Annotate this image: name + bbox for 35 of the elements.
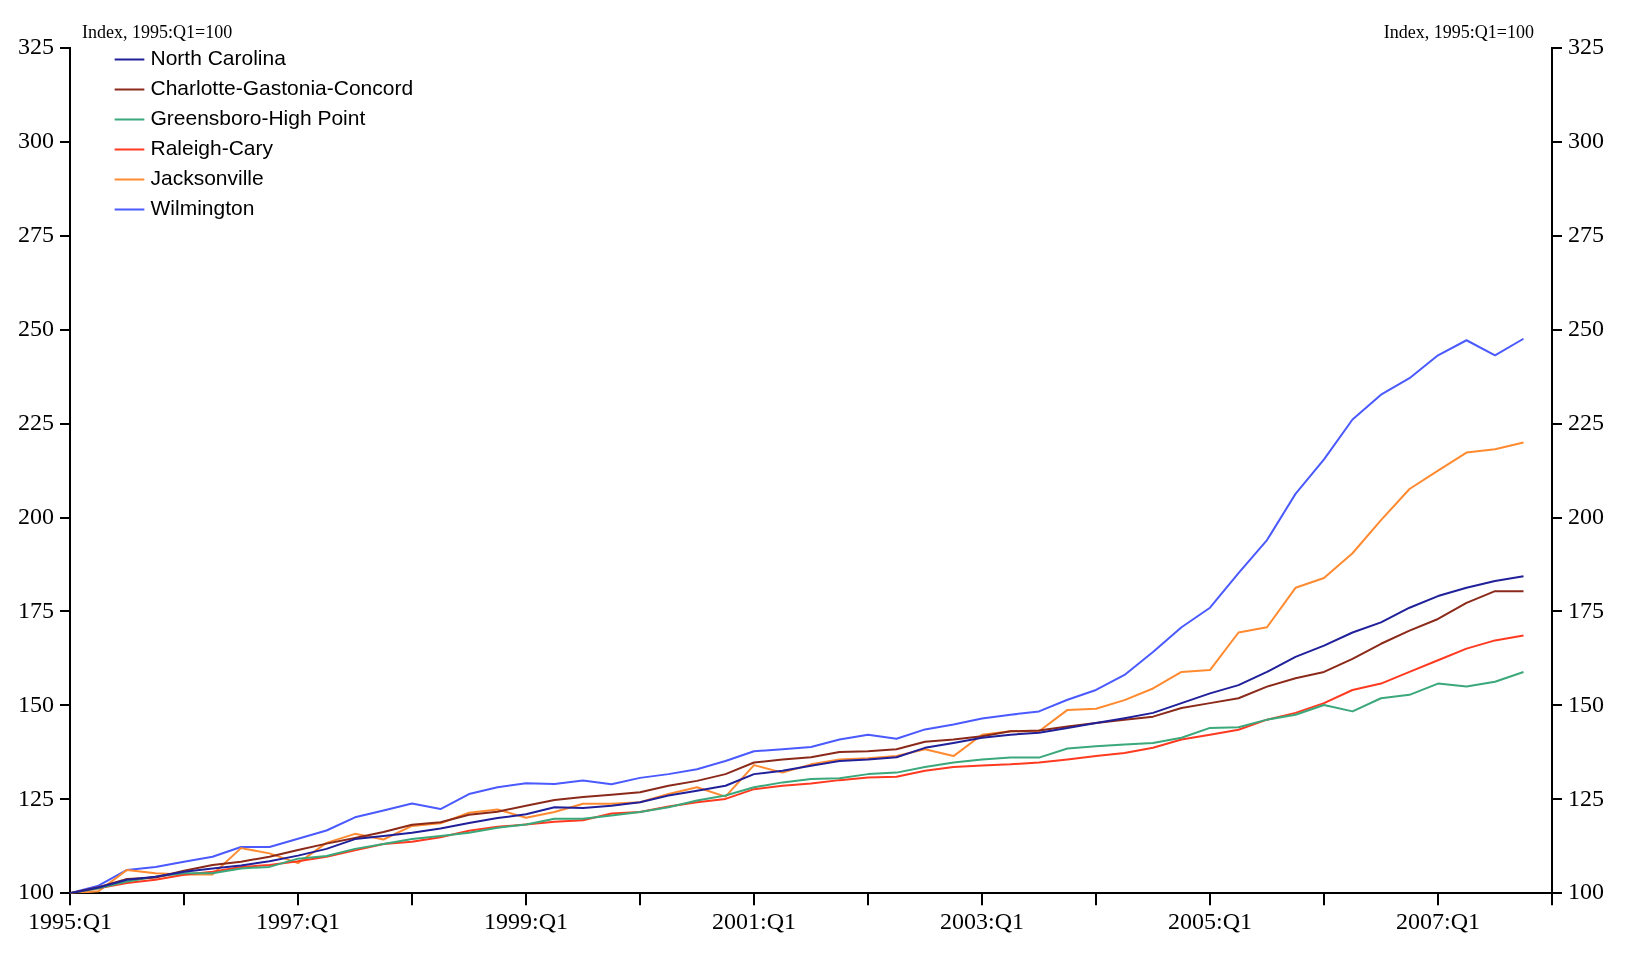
y-axis-title: Index, 1995:Q1=100 <box>82 21 233 42</box>
y2-tick-label: 175 <box>1568 596 1604 623</box>
y-tick-label: 275 <box>18 221 54 248</box>
legend-label: Jacksonville <box>150 166 264 190</box>
y-tick-label: 200 <box>18 502 54 529</box>
y-tick-label: 125 <box>18 784 54 811</box>
y2-tick-label: 250 <box>1568 315 1604 342</box>
x-tick-label: 2007:Q1 <box>1396 907 1480 934</box>
y2-tick-label: 200 <box>1568 502 1604 529</box>
y-tick-label: 150 <box>18 690 54 717</box>
y2-tick-label: 100 <box>1568 878 1604 905</box>
x-tick-label: 2005:Q1 <box>1168 907 1252 934</box>
y-tick-label: 300 <box>18 127 54 154</box>
y-tick-label: 325 <box>18 33 54 60</box>
legend-label: Greensboro-High Point <box>150 106 366 130</box>
y2-tick-label: 125 <box>1568 784 1604 811</box>
legend-label: North Carolina <box>150 46 287 70</box>
y2-tick-label: 300 <box>1568 127 1604 154</box>
y-tick-label: 100 <box>18 878 54 905</box>
y2-axis-title: Index, 1995:Q1=100 <box>1383 21 1534 42</box>
x-tick-label: 1997:Q1 <box>256 907 340 934</box>
x-tick-label: 2003:Q1 <box>940 907 1024 934</box>
x-tick-label: 1995:Q1 <box>28 907 112 934</box>
y2-tick-label: 150 <box>1568 690 1604 717</box>
y-tick-label: 225 <box>18 408 54 435</box>
y-tick-label: 175 <box>18 596 54 623</box>
legend-label: Raleigh-Cary <box>150 136 274 160</box>
x-tick-label: 1999:Q1 <box>484 907 568 934</box>
x-tick-label: 2001:Q1 <box>712 907 796 934</box>
y2-tick-label: 275 <box>1568 221 1604 248</box>
y2-tick-label: 325 <box>1568 33 1604 60</box>
y-tick-label: 250 <box>18 315 54 342</box>
y2-tick-label: 225 <box>1568 408 1604 435</box>
legend-label: Wilmington <box>150 196 255 220</box>
legend-label: Charlotte-Gastonia-Concord <box>150 76 414 100</box>
